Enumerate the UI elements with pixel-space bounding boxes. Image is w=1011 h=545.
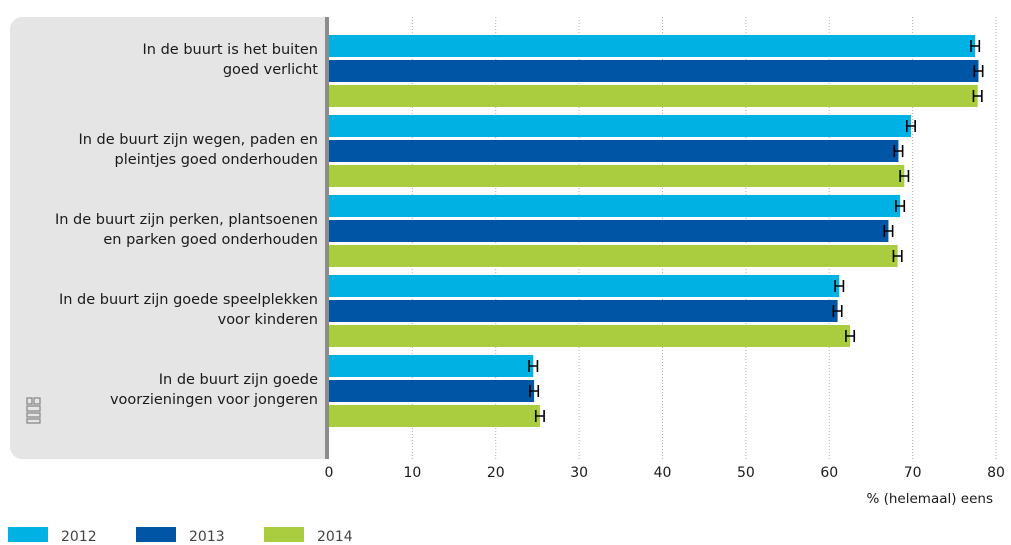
x-tick-label-80: 80 xyxy=(987,465,1005,481)
category-label-4: In de buurt zijn goede speelplekken voor… xyxy=(58,292,318,328)
x-tick-label-40: 40 xyxy=(654,465,672,481)
legend-label-2014: 2014 xyxy=(317,529,353,545)
error-bar-2013-1 xyxy=(973,65,984,77)
x-tick-label-10: 10 xyxy=(403,465,421,481)
x-tick-label-30: 30 xyxy=(570,465,588,481)
cbs-logo xyxy=(26,397,41,424)
bar-2012-5 xyxy=(329,355,534,377)
x-tick-label-50: 50 xyxy=(737,465,755,481)
legend-label-2012: 2012 xyxy=(61,529,97,545)
x-tick-label-70: 70 xyxy=(904,465,922,481)
bar-2013-3 xyxy=(329,220,889,242)
bar-2014-4 xyxy=(329,325,851,347)
category-label-panel xyxy=(10,17,326,459)
bar-2013-4 xyxy=(329,300,838,322)
bar-2012-1 xyxy=(329,35,976,57)
error-bar-2014-1 xyxy=(972,90,983,102)
x-tick-label-0: 0 xyxy=(325,465,334,481)
error-bar-2012-3 xyxy=(895,200,906,212)
bar-2014-3 xyxy=(329,245,898,267)
error-bar-2014-4 xyxy=(845,330,856,342)
error-bar-2012-2 xyxy=(905,120,916,132)
x-axis-label: % (helemaal) eens xyxy=(866,491,993,507)
bar-2014-5 xyxy=(329,405,540,427)
bar-2013-2 xyxy=(329,140,899,162)
bar-2014-2 xyxy=(329,165,905,187)
legend-swatch-2012 xyxy=(8,527,48,542)
error-bar-2013-5 xyxy=(529,385,540,397)
legend-swatch-2014 xyxy=(264,527,304,542)
bar-2012-4 xyxy=(329,275,840,297)
category-label-3: In de buurt zijn perken, plantsoenen en … xyxy=(54,212,318,248)
category-label-2: In de buurt zijn wegen, paden en pleintj… xyxy=(78,132,318,168)
error-bar-2013-4 xyxy=(832,305,843,317)
bar-2013-5 xyxy=(329,380,535,402)
error-bar-2012-1 xyxy=(970,40,981,52)
bar-2012-2 xyxy=(329,115,911,137)
error-bar-2013-2 xyxy=(893,145,904,157)
error-bar-2013-3 xyxy=(883,225,894,237)
legend-swatch-2013 xyxy=(136,527,176,542)
error-bar-2012-4 xyxy=(834,280,845,292)
axis-separator xyxy=(325,17,329,459)
error-bar-2014-2 xyxy=(899,170,910,182)
category-label-5: In de buurt zijn goede voorzieningen voo… xyxy=(109,372,318,408)
legend-label-2013: 2013 xyxy=(189,529,225,545)
bar-2014-1 xyxy=(329,85,978,107)
bar-2012-3 xyxy=(329,195,901,217)
error-bar-2014-3 xyxy=(892,250,903,262)
category-label-1: In de buurt is het buiten goed verlicht xyxy=(142,42,318,78)
x-tick-label-60: 60 xyxy=(820,465,838,481)
error-bar-2012-5 xyxy=(528,360,539,372)
bar-2013-1 xyxy=(329,60,979,82)
error-bar-2014-5 xyxy=(534,410,545,422)
x-tick-label-20: 20 xyxy=(487,465,505,481)
